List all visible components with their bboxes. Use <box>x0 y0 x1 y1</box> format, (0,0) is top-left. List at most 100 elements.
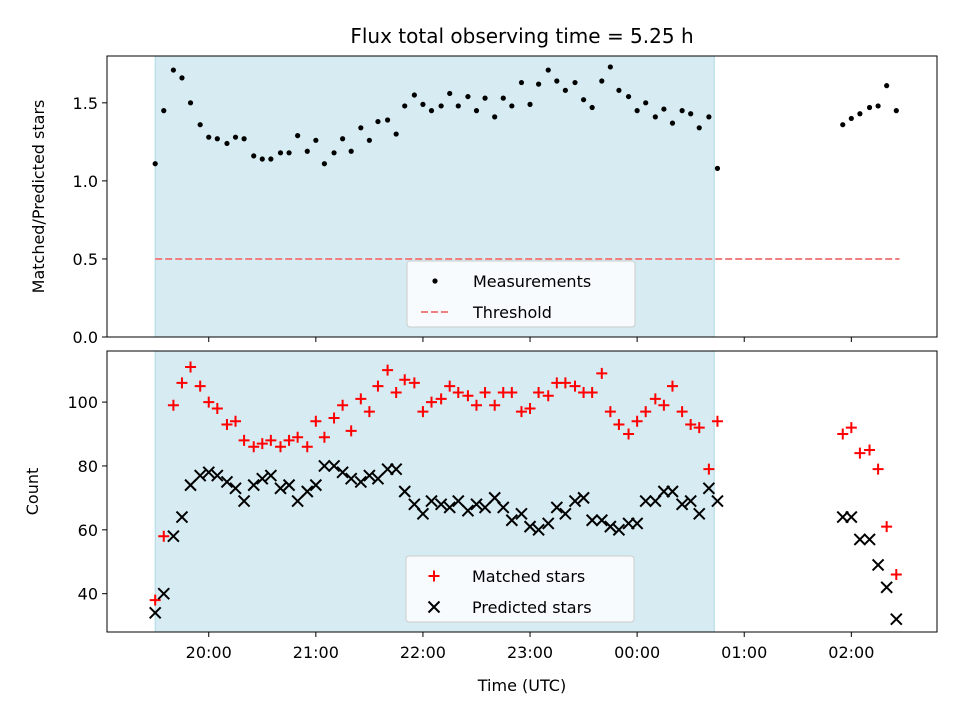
legend-label: Matched stars <box>472 567 585 586</box>
measurement-point <box>438 103 444 109</box>
measurement-point <box>214 136 220 142</box>
series-count-1 <box>148 459 903 626</box>
measurement-point <box>161 108 167 114</box>
matched-point <box>399 374 411 386</box>
measurement-point <box>562 87 568 93</box>
predicted-point <box>461 504 475 517</box>
matched-point <box>211 402 223 414</box>
predicted-point <box>702 482 716 495</box>
measurement-point <box>393 131 399 137</box>
measurement-point <box>518 79 525 86</box>
y-tick-label: 80 <box>78 457 98 476</box>
matched-point <box>158 530 170 542</box>
predicted-point <box>229 482 242 495</box>
x-tick-label: 21:00 <box>293 643 339 662</box>
predicted-point <box>890 613 903 626</box>
measurement-point <box>232 134 239 140</box>
series-ratio-0 <box>152 64 899 171</box>
matched-point <box>489 399 501 411</box>
predicted-point <box>327 459 341 473</box>
predicted-point <box>371 472 385 485</box>
matched-point <box>444 380 456 392</box>
measurement-point <box>669 120 676 126</box>
measurement-point <box>572 79 578 86</box>
predicted-point <box>639 494 652 508</box>
matched-point <box>658 399 670 411</box>
measurement-point <box>251 153 257 159</box>
x-tick-label: 01:00 <box>721 643 767 662</box>
matched-point <box>604 406 616 418</box>
legend: Measurements Threshold <box>406 260 636 328</box>
matched-point <box>711 415 723 427</box>
series-count-0 <box>149 361 902 606</box>
measurement-point <box>634 108 640 114</box>
predicted-point <box>630 517 644 530</box>
predicted-point <box>309 478 323 492</box>
y-tick-label: 60 <box>78 521 98 540</box>
predicted-point <box>398 485 411 498</box>
chart-title: Flux total observing time = 5.25 h <box>350 24 693 48</box>
measurement-point <box>473 108 480 114</box>
predicted-point <box>478 501 492 514</box>
axes-frame <box>106 350 938 633</box>
predicted-point <box>577 491 590 505</box>
measurement-point <box>625 93 632 100</box>
legend-marker <box>432 278 438 284</box>
measurement-point <box>268 156 274 162</box>
measurement-point <box>545 67 551 73</box>
measurement-point <box>696 125 702 131</box>
measurement-point <box>536 81 542 87</box>
matched-point <box>462 390 474 402</box>
predicted-point <box>675 498 689 511</box>
matched-point <box>435 393 447 405</box>
predicted-point <box>148 606 162 620</box>
matched-point <box>318 431 330 443</box>
matched-point <box>328 412 340 424</box>
matched-point <box>283 434 295 446</box>
matched-point <box>881 521 893 533</box>
measurement-point <box>580 97 587 103</box>
matched-point <box>337 399 349 411</box>
predicted-point <box>612 523 626 537</box>
matched-point <box>586 387 598 399</box>
predicted-point <box>291 494 304 508</box>
predicted-point <box>666 485 679 498</box>
measurement-point <box>259 156 265 162</box>
matched-point <box>872 463 884 475</box>
predicted-point <box>256 472 269 485</box>
matched-point <box>506 387 518 399</box>
y-axis-label: Matched/Predicted stars <box>29 100 48 294</box>
matched-point <box>274 441 286 453</box>
measurement-point <box>706 114 712 120</box>
measurement-point <box>340 136 346 142</box>
predicted-point <box>515 507 528 521</box>
matched-point <box>569 380 581 392</box>
predicted-point <box>264 469 278 482</box>
measurement-point <box>840 122 846 128</box>
matched-point <box>167 399 179 411</box>
y-tick-label: 100 <box>67 393 98 412</box>
predicted-point <box>301 485 314 498</box>
measurement-point <box>652 114 658 120</box>
predicted-point <box>336 466 349 479</box>
measurement-point <box>411 92 417 98</box>
y-tick-label: 40 <box>78 585 98 604</box>
predicted-point <box>542 517 555 530</box>
measurement-point <box>241 136 247 142</box>
matched-point <box>408 377 420 389</box>
measurement-point <box>589 104 595 111</box>
matched-point <box>185 361 197 373</box>
measurement-point <box>170 67 176 73</box>
predicted-point <box>184 478 197 492</box>
predicted-point <box>568 494 582 508</box>
predicted-point <box>318 459 331 473</box>
predicted-point <box>880 581 893 594</box>
measurement-point <box>358 125 364 131</box>
matched-point <box>533 387 545 399</box>
matched-point <box>310 415 322 427</box>
matched-point <box>524 402 536 414</box>
matched-point <box>345 425 357 437</box>
measurement-point <box>375 118 381 125</box>
matched-point <box>631 415 643 427</box>
measurement-point <box>509 103 515 109</box>
